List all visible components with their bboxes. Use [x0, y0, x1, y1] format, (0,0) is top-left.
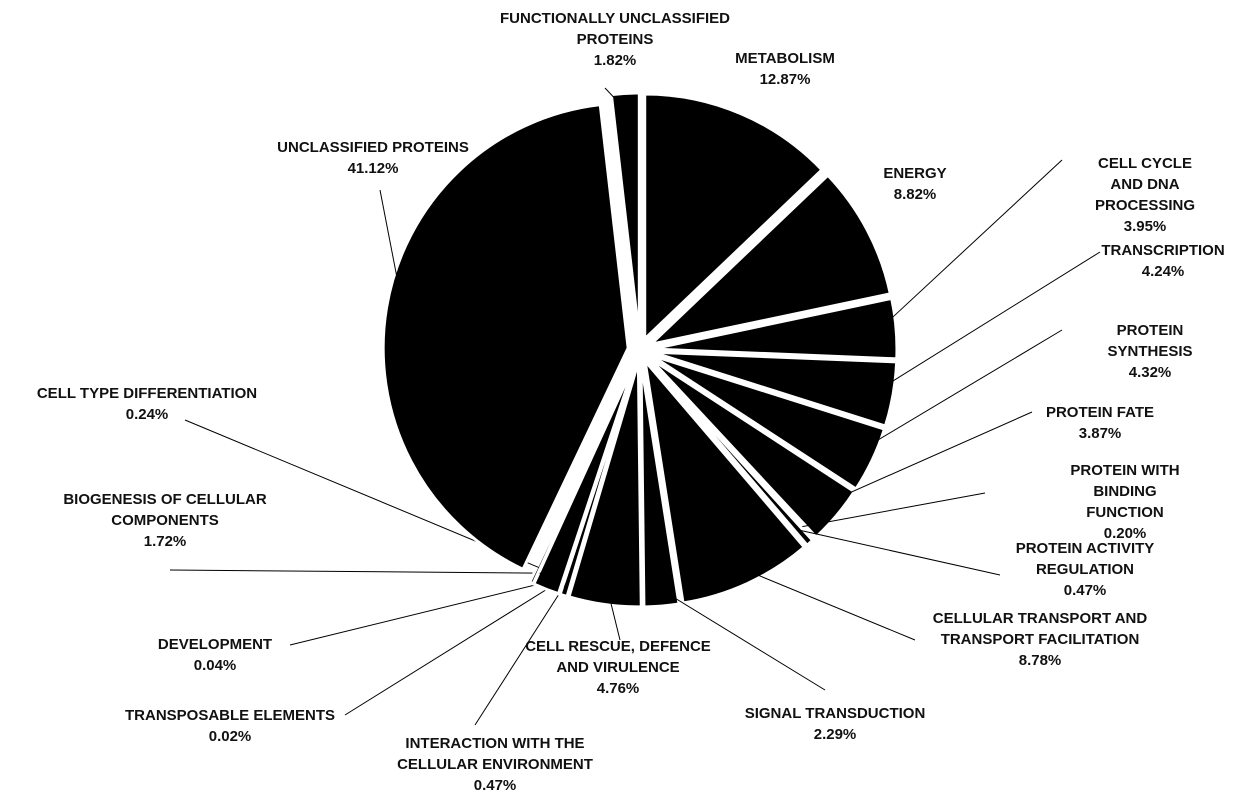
slice-label: CELL TYPE DIFFERENTIATION — [36, 385, 258, 402]
pie-slice — [642, 355, 807, 605]
slice-label: CELL RESCUE, DEFENCE AND VIRULENCE — [525, 638, 711, 676]
leader-line — [474, 578, 570, 726]
slice-label: CELL CYCLE AND DNA PROCESSING — [1094, 155, 1196, 214]
leader-line — [604, 87, 627, 111]
value-label: 0.20% — [1103, 525, 1147, 542]
value-label: 8.82% — [893, 186, 937, 203]
slice-label: ENERGY — [883, 165, 947, 182]
slice-label: BIOGENESIS OF CELLULAR COMPONENTS — [63, 491, 267, 529]
value-label: 3.95% — [1123, 218, 1167, 235]
pie-slice — [567, 361, 643, 609]
slice-label: METABOLISM — [735, 50, 835, 67]
value-label: 1.82% — [593, 52, 637, 69]
slice-label: SIGNAL TRANSDUCTION — [744, 705, 926, 722]
pie-slice — [646, 357, 815, 548]
leader-line — [875, 251, 1101, 392]
leader-line — [344, 577, 566, 716]
slice-label: PROTEIN FATE — [1045, 404, 1155, 421]
value-label: 2.29% — [813, 726, 857, 743]
value-label: 4.24% — [1141, 263, 1185, 280]
leader-line — [289, 577, 565, 646]
pie-slice — [651, 350, 899, 428]
leader-line — [379, 189, 404, 311]
pie-slice — [648, 356, 857, 540]
value-label: 3.87% — [1078, 425, 1122, 442]
leader-line — [659, 588, 826, 691]
value-label: 0.24% — [125, 406, 169, 423]
leader-line — [878, 159, 1063, 331]
value-label: 0.47% — [1063, 582, 1107, 599]
value-label: 12.87% — [759, 71, 811, 88]
leader-line — [740, 567, 916, 641]
slice-label: CELLULAR TRANSPORT AND TRANSPORT FACILIT… — [932, 610, 1148, 648]
value-label: 0.47% — [473, 777, 517, 794]
value-label: 1.72% — [143, 533, 187, 550]
pie-slice — [650, 353, 887, 492]
leader-line — [798, 529, 1001, 576]
slice-label: UNCLASSIFIED PROTEINS — [277, 139, 469, 156]
value-label: 0.04% — [193, 657, 237, 674]
pie-slice — [645, 173, 893, 347]
leader-line — [802, 492, 986, 528]
value-label: 41.12% — [347, 160, 399, 177]
slice-label: PROTEIN WITH BINDING FUNCTION — [1070, 462, 1180, 521]
pie-slice — [527, 360, 637, 586]
leader-line — [823, 411, 1033, 505]
value-label: 0.02% — [208, 728, 252, 745]
slice-label: PROTEIN ACTIVITY REGULATION — [1015, 540, 1155, 578]
leader-line — [606, 587, 621, 641]
value-label: 8.78% — [1018, 652, 1062, 669]
pie-slice — [643, 92, 825, 343]
value-label: 4.76% — [596, 680, 640, 697]
leader-line — [169, 569, 553, 574]
value-label: 4.32% — [1128, 364, 1172, 381]
pie-slice — [639, 361, 681, 609]
leader-line — [856, 329, 1063, 454]
pie-slice — [381, 102, 630, 572]
slice-label: TRANSCRIPTION — [1101, 242, 1225, 259]
slice-label: INTERACTION WITH THE CELLULAR ENVIRONMEN… — [397, 735, 593, 773]
pie-slice — [651, 296, 899, 361]
slice-label: PROTEIN SYNTHESIS — [1107, 322, 1193, 360]
slice-label: TRANSPOSABLE ELEMENTS — [124, 707, 336, 724]
slice-label: FUNCTIONALLY UNCLASSIFIED PROTEINS — [499, 10, 731, 48]
slice-label: DEVELOPMENT — [157, 636, 273, 653]
